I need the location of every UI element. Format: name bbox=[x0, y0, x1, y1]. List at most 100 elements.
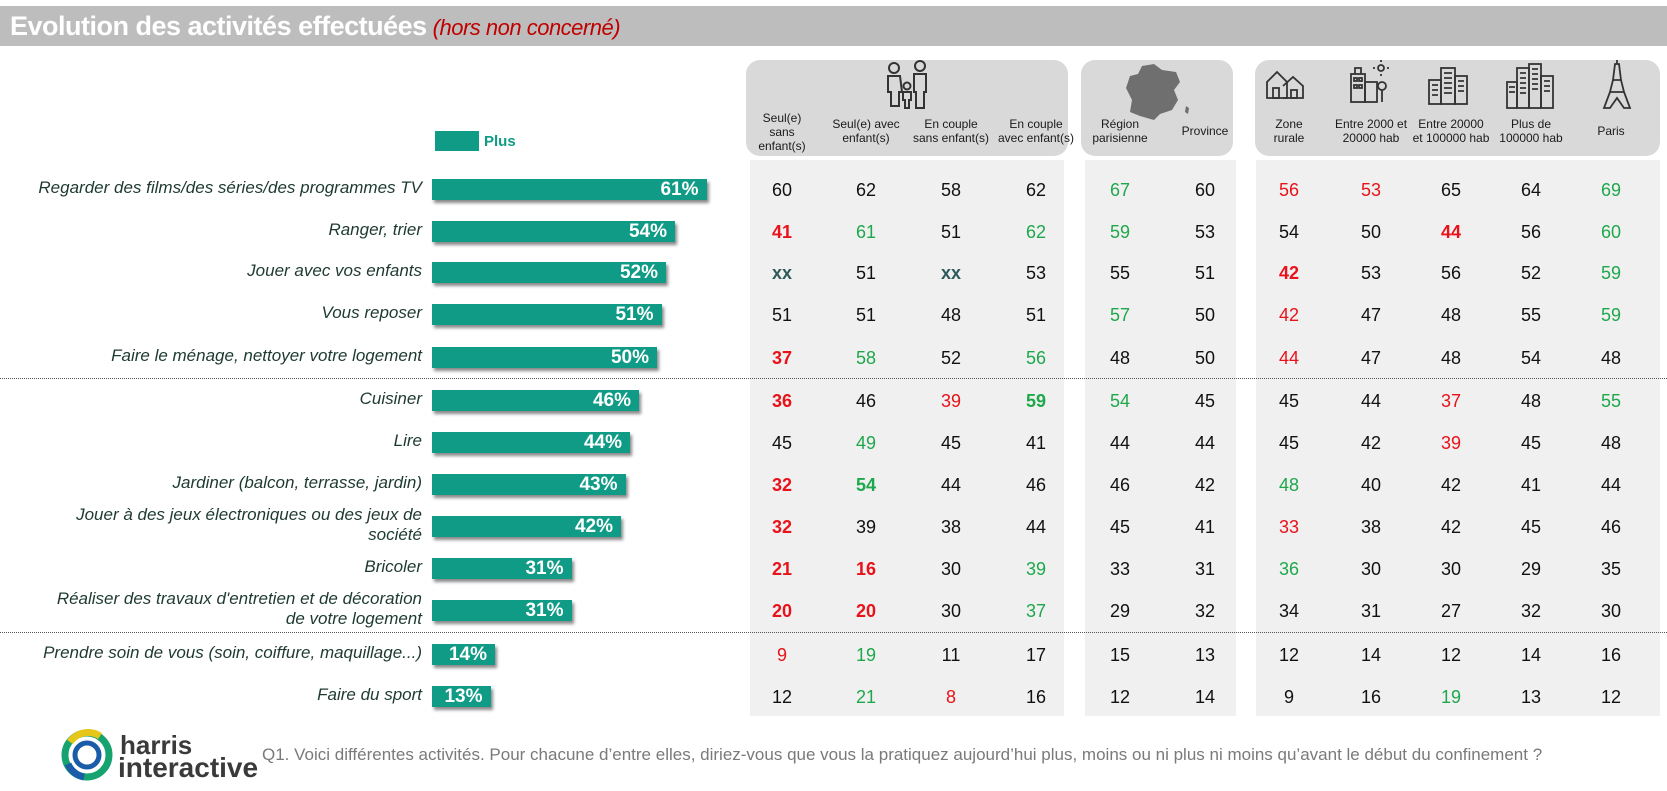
table-cell: 47 bbox=[1360, 348, 1382, 368]
table-cell: 41 bbox=[1194, 517, 1216, 537]
table-cell: 41 bbox=[771, 222, 793, 242]
table-cell: 48 bbox=[1600, 433, 1622, 453]
table-cell: 39 bbox=[940, 391, 962, 411]
bar: 44% bbox=[432, 432, 630, 453]
column-header-line: rurale bbox=[1273, 131, 1305, 145]
table-cell: 48 bbox=[1278, 475, 1300, 495]
table-cell: 46 bbox=[1109, 475, 1131, 495]
table-cell: 21 bbox=[771, 559, 793, 579]
table-cell: 51 bbox=[855, 263, 877, 283]
table-cell: 51 bbox=[1025, 305, 1047, 325]
bar: 13% bbox=[432, 686, 491, 707]
table-cell: 51 bbox=[855, 305, 877, 325]
category-label: Vous reposer bbox=[12, 303, 422, 323]
eiffel-tower-icon bbox=[1602, 60, 1632, 109]
table-cell: 58 bbox=[940, 180, 962, 200]
bar-value-label: 14% bbox=[448, 644, 487, 665]
household-columns-bg bbox=[750, 160, 1064, 716]
table-cell: 16 bbox=[1600, 645, 1622, 665]
column-header: En couple sans enfant(s) bbox=[906, 117, 996, 145]
table-cell: 48 bbox=[1440, 348, 1462, 368]
table-cell: 53 bbox=[1025, 263, 1047, 283]
table-cell: 44 bbox=[940, 475, 962, 495]
table-cell: 54 bbox=[855, 475, 877, 495]
table-cell: 42 bbox=[1278, 305, 1300, 325]
table-cell: 15 bbox=[1109, 645, 1131, 665]
table-cell: 14 bbox=[1194, 687, 1216, 707]
bar-value-label: 31% bbox=[525, 558, 564, 579]
bar: 54% bbox=[432, 221, 675, 242]
category-label: Cuisiner bbox=[12, 389, 422, 409]
table-cell: 56 bbox=[1278, 180, 1300, 200]
table-cell: 30 bbox=[1440, 559, 1462, 579]
bar-value-label: 13% bbox=[444, 686, 483, 707]
table-cell: 20 bbox=[855, 601, 877, 621]
bar-value-label: 51% bbox=[615, 304, 654, 325]
column-header: Seul(e) avec enfant(s) bbox=[821, 117, 911, 145]
column-header: Entre 2000 et 20000 hab bbox=[1326, 117, 1416, 145]
table-cell: 37 bbox=[1440, 391, 1462, 411]
table-cell: 65 bbox=[1440, 180, 1462, 200]
bar: 61% bbox=[432, 179, 707, 200]
table-cell: 62 bbox=[1025, 180, 1047, 200]
table-cell: 52 bbox=[940, 348, 962, 368]
category-label: Ranger, trier bbox=[12, 220, 422, 240]
title-text: Evolution des activités effectuées bbox=[10, 11, 427, 41]
column-header: Zone rurale bbox=[1244, 117, 1334, 145]
table-cell: 41 bbox=[1520, 475, 1542, 495]
bar-value-label: 54% bbox=[628, 221, 667, 242]
table-cell: 30 bbox=[1600, 601, 1622, 621]
column-header-line: En couple bbox=[924, 117, 978, 131]
bar: 31% bbox=[432, 600, 572, 621]
table-cell: 45 bbox=[1278, 391, 1300, 411]
category-label-line: Regarder des films/des séries/des progra… bbox=[38, 178, 422, 197]
table-cell: 9 bbox=[1283, 687, 1294, 707]
table-cell: 55 bbox=[1600, 391, 1622, 411]
table-cell: 44 bbox=[1360, 391, 1382, 411]
table-cell: 42 bbox=[1440, 475, 1462, 495]
column-header-line: parisienne bbox=[1092, 131, 1148, 145]
column-header-line: sans bbox=[769, 125, 795, 139]
category-label: Faire le ménage, nettoyer votre logement bbox=[12, 346, 422, 366]
table-cell: 31 bbox=[1194, 559, 1216, 579]
table-cell: 20 bbox=[771, 601, 793, 621]
column-header-line: avec enfant(s) bbox=[997, 131, 1075, 145]
category-label-line: Lire bbox=[393, 431, 422, 450]
column-header: Paris bbox=[1566, 124, 1656, 138]
column-header-line: Région bbox=[1100, 117, 1140, 131]
table-cell: 16 bbox=[855, 559, 877, 579]
column-header-line: enfant(s) bbox=[758, 139, 806, 153]
table-cell: 45 bbox=[1520, 517, 1542, 537]
village-icon bbox=[1266, 70, 1304, 99]
column-header-line: sans enfant(s) bbox=[912, 131, 990, 145]
bar: 31% bbox=[432, 558, 572, 579]
city-size-columns-bg bbox=[1256, 160, 1660, 716]
column-header-line: Paris bbox=[1597, 124, 1625, 138]
column-header: Région parisienne bbox=[1075, 117, 1165, 145]
table-cell: 11 bbox=[941, 645, 961, 665]
category-label-line: Bricoler bbox=[364, 557, 422, 576]
table-cell: xx bbox=[940, 263, 962, 283]
table-cell: 14 bbox=[1360, 645, 1382, 665]
table-cell: 30 bbox=[940, 601, 962, 621]
table-cell: 45 bbox=[1278, 433, 1300, 453]
table-cell: 32 bbox=[771, 517, 793, 537]
table-cell: 44 bbox=[1278, 348, 1300, 368]
table-cell: 21 bbox=[855, 687, 877, 707]
table-cell: 53 bbox=[1360, 180, 1382, 200]
logo-text-harris: harris bbox=[120, 730, 193, 760]
bar: 52% bbox=[432, 262, 666, 283]
bar-value-label: 44% bbox=[583, 432, 622, 453]
column-header-line: enfant(s) bbox=[842, 131, 890, 145]
table-cell: 38 bbox=[940, 517, 962, 537]
table-cell: 13 bbox=[1520, 687, 1542, 707]
table-cell: 30 bbox=[1360, 559, 1382, 579]
table-cell: 53 bbox=[1360, 263, 1382, 283]
table-cell: 41 bbox=[1025, 433, 1047, 453]
table-cell: 48 bbox=[940, 305, 962, 325]
category-label-line: Jouer avec vos enfants bbox=[247, 261, 422, 280]
legend-label: Plus bbox=[484, 133, 516, 150]
table-cell: 51 bbox=[940, 222, 962, 242]
category-label-line: Faire du sport bbox=[317, 685, 422, 704]
table-cell: 12 bbox=[1109, 687, 1131, 707]
